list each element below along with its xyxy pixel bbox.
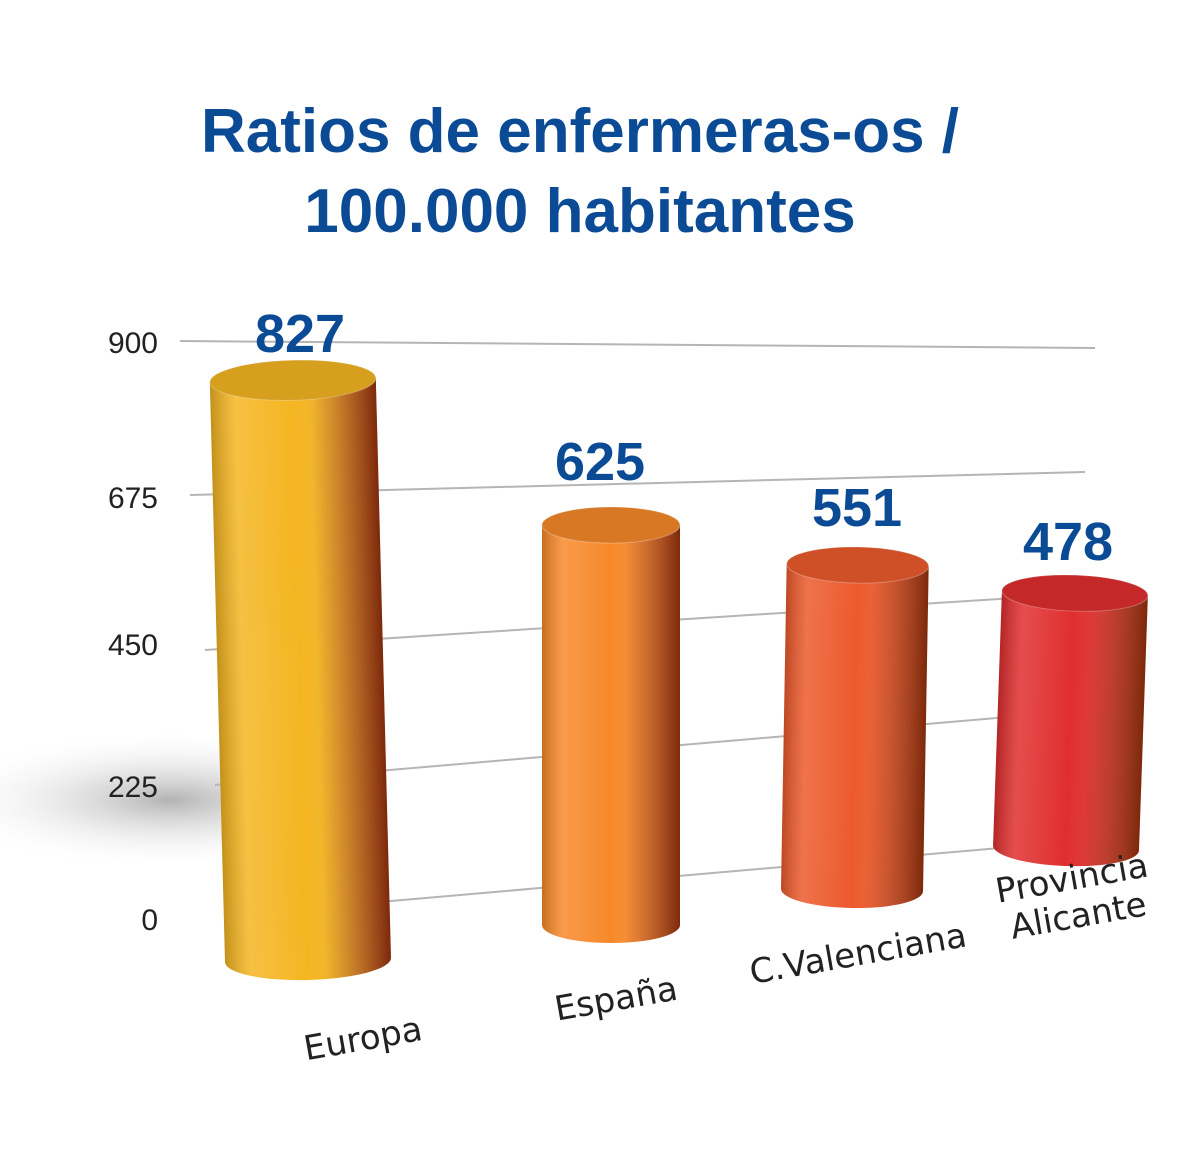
data-label: 827 [255, 304, 345, 364]
category-label: C.Valenciana [747, 915, 970, 992]
bar-top-shade [786, 547, 929, 584]
bar-shading [781, 563, 929, 909]
chart-title-line-2: 100.000 habitantes [304, 177, 856, 246]
bar-espa-a [541, 506, 681, 943]
bar-top-shade [542, 507, 680, 543]
y-tick-label: 900 [108, 327, 158, 360]
y-tick-label: 675 [108, 482, 158, 515]
bar-c-valenciana [781, 546, 930, 909]
category-label: Europa [301, 1009, 426, 1069]
gridline [179, 340, 1096, 349]
category-label: España [552, 969, 681, 1030]
data-label: 478 [1023, 512, 1113, 572]
data-label: 625 [555, 432, 645, 492]
data-label: 551 [812, 478, 902, 538]
bar-shading [209, 378, 391, 981]
category-label-line: Europa [301, 1009, 426, 1069]
y-tick-label: 450 [108, 629, 158, 662]
bar-shading [542, 525, 680, 943]
bar-top [1001, 574, 1149, 612]
bar-europa [209, 359, 391, 981]
category-label: ProvinciaAlicante [993, 846, 1158, 950]
bar-shading [993, 590, 1148, 867]
bar-top [541, 506, 681, 544]
bar-provincia-alicante [993, 574, 1149, 867]
chart-title-line-1: Ratios de enfermeras-os / [200, 97, 960, 166]
y-tick-label: 225 [108, 771, 158, 804]
category-label-line: C.Valenciana [747, 915, 970, 992]
bar-top [786, 546, 930, 584]
y-tick-label: 0 [141, 904, 158, 937]
bar-top-shade [209, 360, 376, 401]
category-label-line: España [552, 969, 681, 1030]
bar-top-shade [1001, 574, 1148, 612]
bar-top [209, 359, 377, 401]
